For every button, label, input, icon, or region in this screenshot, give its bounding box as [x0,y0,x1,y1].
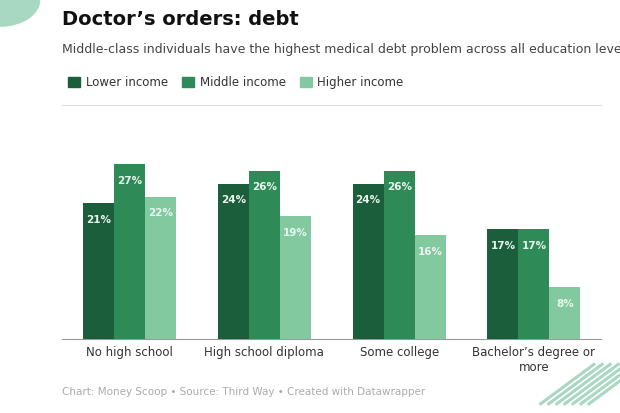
Text: Doctor’s orders: debt: Doctor’s orders: debt [62,10,299,29]
Text: Middle-class individuals have the highest medical debt problem across all educat: Middle-class individuals have the highes… [62,43,620,56]
Text: 16%: 16% [418,247,443,257]
Legend: Lower income, Middle income, Higher income: Lower income, Middle income, Higher inco… [68,76,404,89]
Bar [353,184,384,339]
Bar [83,203,114,339]
Text: 24%: 24% [355,195,381,205]
Bar [145,197,176,339]
Text: 17%: 17% [521,240,547,251]
Bar [249,171,280,339]
Bar [415,235,446,339]
Bar [549,287,580,339]
Bar [518,229,549,339]
Text: Chart: Money Scoop • Source: Third Way • Created with Datawrapper: Chart: Money Scoop • Source: Third Way •… [62,387,425,397]
Text: 22%: 22% [148,208,173,218]
Bar [114,164,145,339]
Text: 24%: 24% [221,195,246,205]
Bar [280,216,311,339]
Bar [384,171,415,339]
Text: 17%: 17% [490,240,515,251]
Text: 8%: 8% [556,299,574,309]
Text: 26%: 26% [387,183,412,192]
Bar [487,229,518,339]
Text: 21%: 21% [86,215,111,225]
Text: 27%: 27% [117,176,142,186]
Text: 19%: 19% [283,228,308,237]
Text: 26%: 26% [252,183,277,192]
Bar [218,184,249,339]
